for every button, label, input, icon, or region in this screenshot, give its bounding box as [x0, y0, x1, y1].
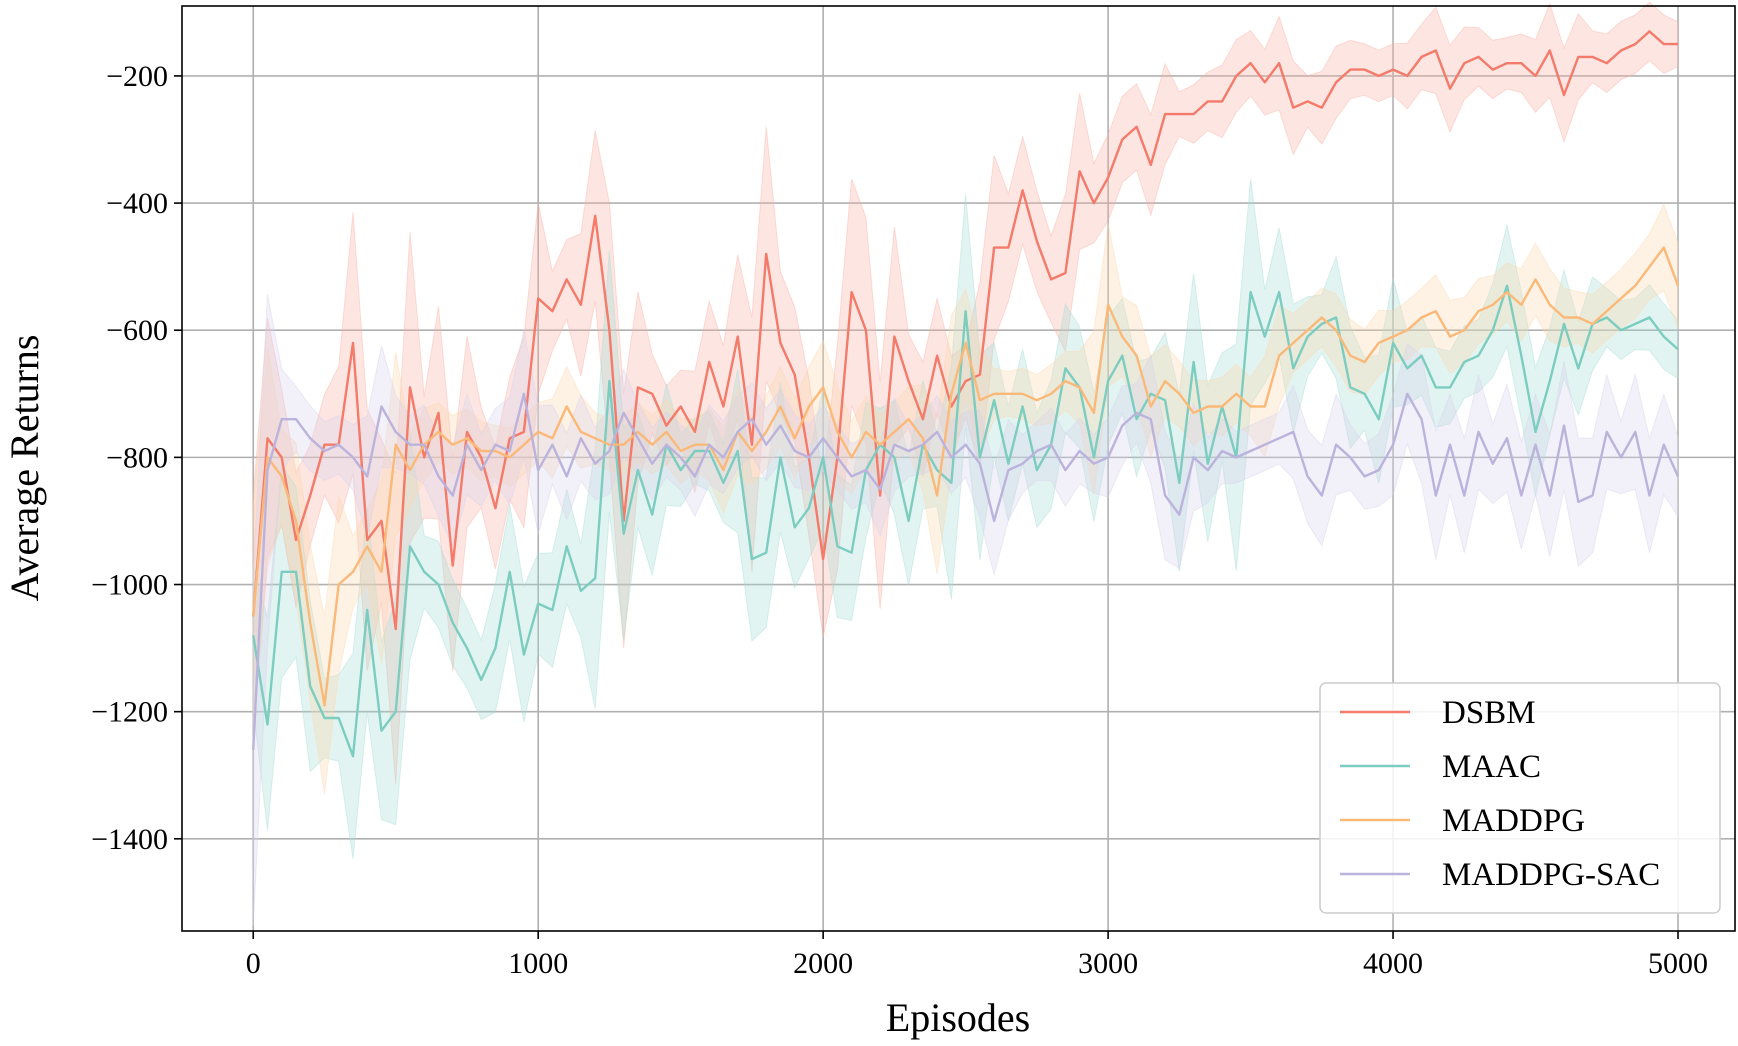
plot-frame [181, 5, 1736, 932]
y-tick-label: −600 [106, 314, 168, 347]
x-tick-label: 4000 [1363, 947, 1423, 980]
y-tick-label: −1200 [91, 696, 168, 729]
legend-label: MADDPG [1442, 803, 1585, 839]
legend-label: DSBM [1442, 695, 1536, 731]
legend-box [1319, 682, 1721, 914]
x-axis-label: Episodes [886, 995, 1030, 1040]
series-lines [252, 30, 1680, 758]
band-maac [252, 178, 1679, 859]
x-tick-label: 0 [246, 947, 261, 980]
series-line-maddpg-sac [252, 392, 1680, 750]
x-axis-ticks: 0 1000 2000 3000 4000 5000 [246, 931, 1708, 980]
series-line-dsbm [252, 30, 1678, 631]
x-tick-label: 1000 [508, 947, 568, 980]
legend: DSBM MAAC MADDPG MADDPG-SAC [1319, 682, 1721, 914]
legend-label: MAAC [1442, 749, 1541, 785]
y-tick-label: −1000 [91, 569, 168, 602]
x-tick-label: 5000 [1648, 947, 1708, 980]
y-axis-label: Average Returns [2, 335, 47, 602]
y-tick-label: −200 [106, 60, 168, 93]
y-tick-label: −1400 [91, 823, 168, 856]
legend-label: MADDPG-SAC [1442, 857, 1660, 893]
x-tick-label: 3000 [1078, 947, 1138, 980]
y-tick-label: −400 [106, 187, 168, 220]
series-line-maac [252, 284, 1679, 758]
y-axis-ticks: −200 −400 −600 −800 −1000 −1200 −1400 [91, 60, 182, 856]
x-tick-label: 2000 [793, 947, 853, 980]
y-tick-label: −800 [106, 441, 168, 474]
